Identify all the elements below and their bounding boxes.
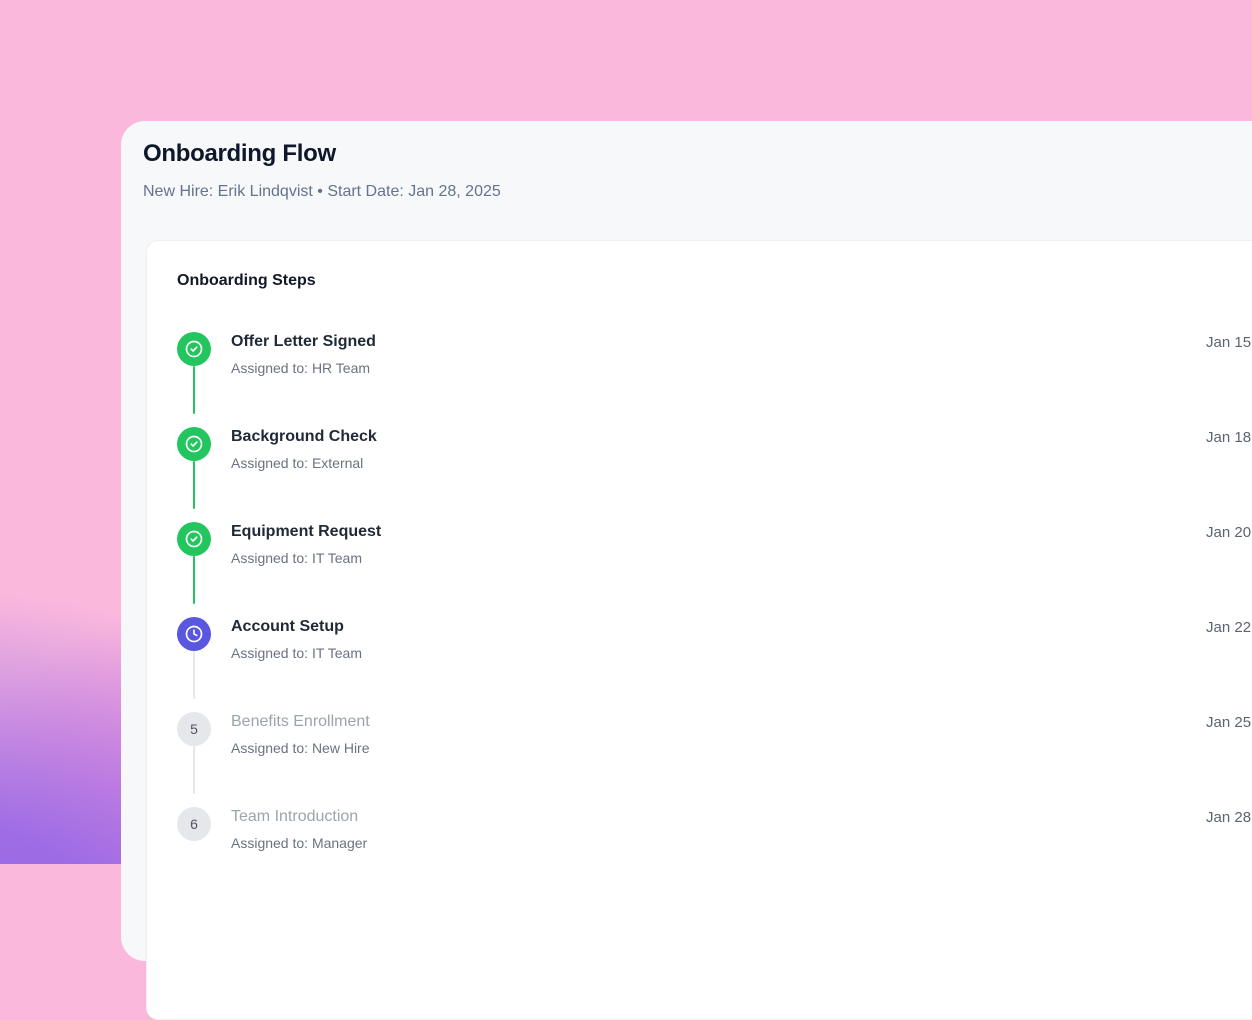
steps-list: Offer Letter Signed Assigned to: HR Team… [177, 332, 1252, 902]
card-heading: Onboarding Steps [177, 272, 316, 289]
step-assignee: Assigned to: Manager [231, 835, 368, 851]
step-date: Jan 20 [1206, 524, 1252, 541]
step-row: Background Check Assigned to: External J… [177, 427, 1252, 522]
step-title: Equipment Request [231, 523, 382, 540]
step-text: Equipment Request Assigned to: IT Team [231, 522, 381, 568]
step-title: Background Check [231, 428, 377, 445]
step-assignee: Assigned to: HR Team [231, 360, 371, 376]
step-date: Jan 15 [1206, 334, 1252, 351]
step-indicator-column: 5 [177, 712, 211, 794]
step-row: Account Setup Assigned to: IT Team Jan 2… [177, 617, 1252, 712]
step-text: Benefits Enrollment Assigned to: New Hir… [231, 712, 370, 758]
onboarding-steps-card: Onboarding Steps Offer Letter Signed Ass… [146, 240, 1252, 1020]
step-text: Offer Letter Signed Assigned to: HR Team [231, 332, 376, 378]
main-panel: Onboarding Flow New Hire: Erik Lindqvist… [121, 121, 1252, 1020]
step-row: Offer Letter Signed Assigned to: HR Team… [177, 332, 1252, 427]
step-assignee: Assigned to: IT Team [231, 645, 362, 661]
check-circle-icon [177, 522, 211, 556]
step-row: 5 Benefits Enrollment Assigned to: New H… [177, 712, 1252, 807]
check-circle-icon [177, 427, 211, 461]
step-connector-line [193, 556, 195, 604]
step-indicator-column [177, 427, 211, 509]
step-text: Account Setup Assigned to: IT Team [231, 617, 362, 663]
step-text: Background Check Assigned to: External [231, 427, 377, 473]
step-date: Jan 22 [1206, 619, 1252, 636]
step-date: Jan 25 [1206, 714, 1252, 731]
check-circle-icon [177, 332, 211, 366]
step-title: Account Setup [231, 618, 344, 635]
step-date: Jan 18 [1206, 429, 1252, 446]
step-number-badge: 6 [177, 807, 211, 841]
step-date: Jan 28 [1206, 809, 1252, 826]
step-title: Team Introduction [231, 808, 359, 825]
step-number-badge: 5 [177, 712, 211, 746]
step-indicator-column [177, 332, 211, 414]
step-connector-line [193, 366, 195, 414]
step-indicator-column: 6 [177, 807, 211, 841]
step-indicator-column [177, 522, 211, 604]
step-connector-line [193, 651, 195, 699]
step-title: Offer Letter Signed [231, 333, 376, 350]
step-connector-line [193, 461, 195, 509]
step-assignee: Assigned to: IT Team [231, 550, 362, 566]
step-indicator-column [177, 617, 211, 699]
step-text: Team Introduction Assigned to: Manager [231, 807, 367, 853]
step-assignee: Assigned to: External [231, 455, 364, 471]
clock-icon [177, 617, 211, 651]
page-subtitle: New Hire: Erik Lindqvist • Start Date: J… [143, 183, 501, 200]
step-row: Equipment Request Assigned to: IT Team J… [177, 522, 1252, 617]
page-title: Onboarding Flow [143, 140, 336, 167]
step-title: Benefits Enrollment [231, 713, 370, 730]
step-row: 6 Team Introduction Assigned to: Manager… [177, 807, 1252, 902]
step-assignee: Assigned to: New Hire [231, 740, 370, 756]
step-connector-line [193, 746, 195, 794]
